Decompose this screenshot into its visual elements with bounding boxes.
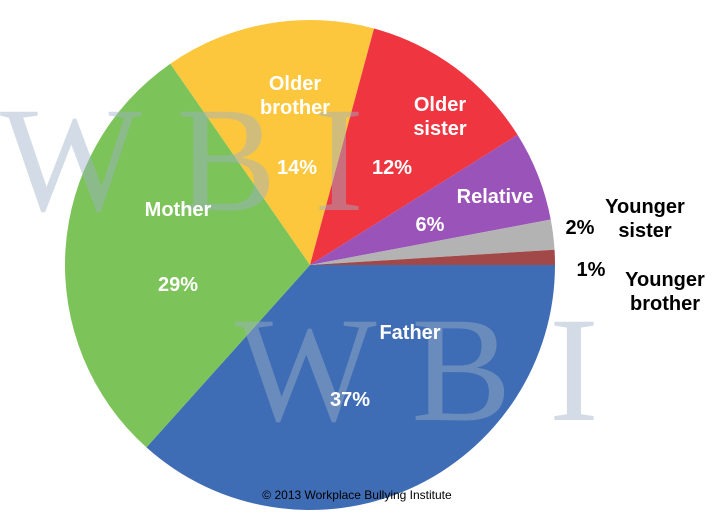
- slice-label: Father: [379, 322, 441, 344]
- value-label: 12%: [371, 157, 413, 179]
- watermark: W B I: [235, 287, 599, 453]
- slice-label: Younger brother: [625, 269, 705, 315]
- value-label: 1%: [576, 259, 606, 281]
- slice-label: Relative: [456, 186, 534, 208]
- pie-slice: [65, 63, 310, 448]
- value-label: 14%: [276, 157, 318, 179]
- value-label: 29%: [157, 274, 199, 296]
- pie-slice: [310, 249, 555, 265]
- slice-label: Younger sister: [605, 196, 685, 242]
- watermark: W B I: [0, 77, 364, 243]
- pie-slice: [310, 219, 555, 265]
- source: © 2013 Workplace Bullying Institute: [262, 488, 452, 502]
- value-label: 37%: [329, 389, 371, 411]
- pie-slice: [310, 28, 518, 265]
- slice-label: Older brother: [260, 73, 330, 119]
- value-label: 6%: [415, 214, 445, 236]
- pie-slice: [310, 134, 551, 265]
- value-label: 2%: [565, 217, 595, 239]
- slice-label: Older sister: [413, 94, 467, 140]
- pie-slice: [146, 265, 555, 510]
- pie-slice: [170, 19, 375, 265]
- slice-label: Mother: [144, 199, 212, 221]
